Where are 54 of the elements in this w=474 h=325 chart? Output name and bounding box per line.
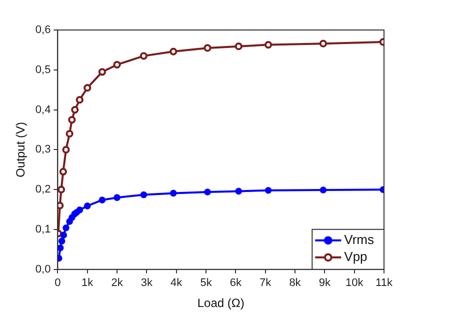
x-tick-label: 11k [376, 277, 393, 290]
x-tick-label: 5k [200, 277, 212, 290]
point [264, 187, 272, 194]
point [98, 196, 106, 204]
point [58, 202, 64, 210]
x-tick-label: 2k [111, 277, 124, 290]
x-tick-label: 10k [345, 277, 364, 290]
point [234, 42, 242, 50]
point [84, 84, 92, 92]
legend-label: Vpp [344, 248, 368, 264]
point [58, 244, 64, 252]
point [59, 168, 67, 176]
x-axis-title: Load (Ω) [197, 296, 244, 310]
y-tick-label: 0,5 [35, 64, 51, 76]
x-tick-label: 0 [54, 277, 61, 290]
point [264, 40, 272, 49]
point [204, 188, 211, 196]
point [235, 188, 242, 195]
point [98, 68, 106, 76]
point [60, 232, 68, 238]
point [113, 60, 121, 69]
point [320, 186, 327, 194]
point [62, 146, 70, 154]
point [319, 40, 327, 48]
legend-label: Vrms [344, 232, 374, 247]
x-tick-label: 7k [260, 277, 272, 290]
point [58, 238, 66, 244]
x-tick-label: 1k [82, 277, 94, 290]
x-tick-label: 6k [230, 277, 242, 290]
x-tick-label: 3k [140, 277, 153, 290]
point [140, 52, 148, 60]
point [68, 116, 76, 124]
point [170, 190, 177, 197]
y-tick-label: 0,1 [35, 224, 51, 236]
y-axis-title: Output (V) [14, 122, 28, 178]
y-tick-label: 0,3 [35, 144, 51, 156]
point [66, 130, 74, 138]
x-tick-label: 4k [170, 277, 183, 290]
point [140, 191, 148, 198]
point [204, 44, 212, 52]
point [84, 202, 91, 210]
y-tick-label: 0,2 [35, 184, 51, 196]
y-tick-label: 0,6 [35, 24, 51, 36]
point [71, 106, 79, 114]
y-tick-label: 0,4 [35, 104, 51, 116]
point [170, 48, 178, 56]
point [58, 186, 66, 194]
x-tick-label: 9k [318, 277, 331, 290]
x-tick-label: 8k [289, 277, 302, 290]
point [76, 206, 84, 214]
point [76, 96, 84, 104]
y-tick-label: 0,0 [35, 263, 51, 276]
point [114, 194, 120, 201]
point [62, 224, 70, 232]
